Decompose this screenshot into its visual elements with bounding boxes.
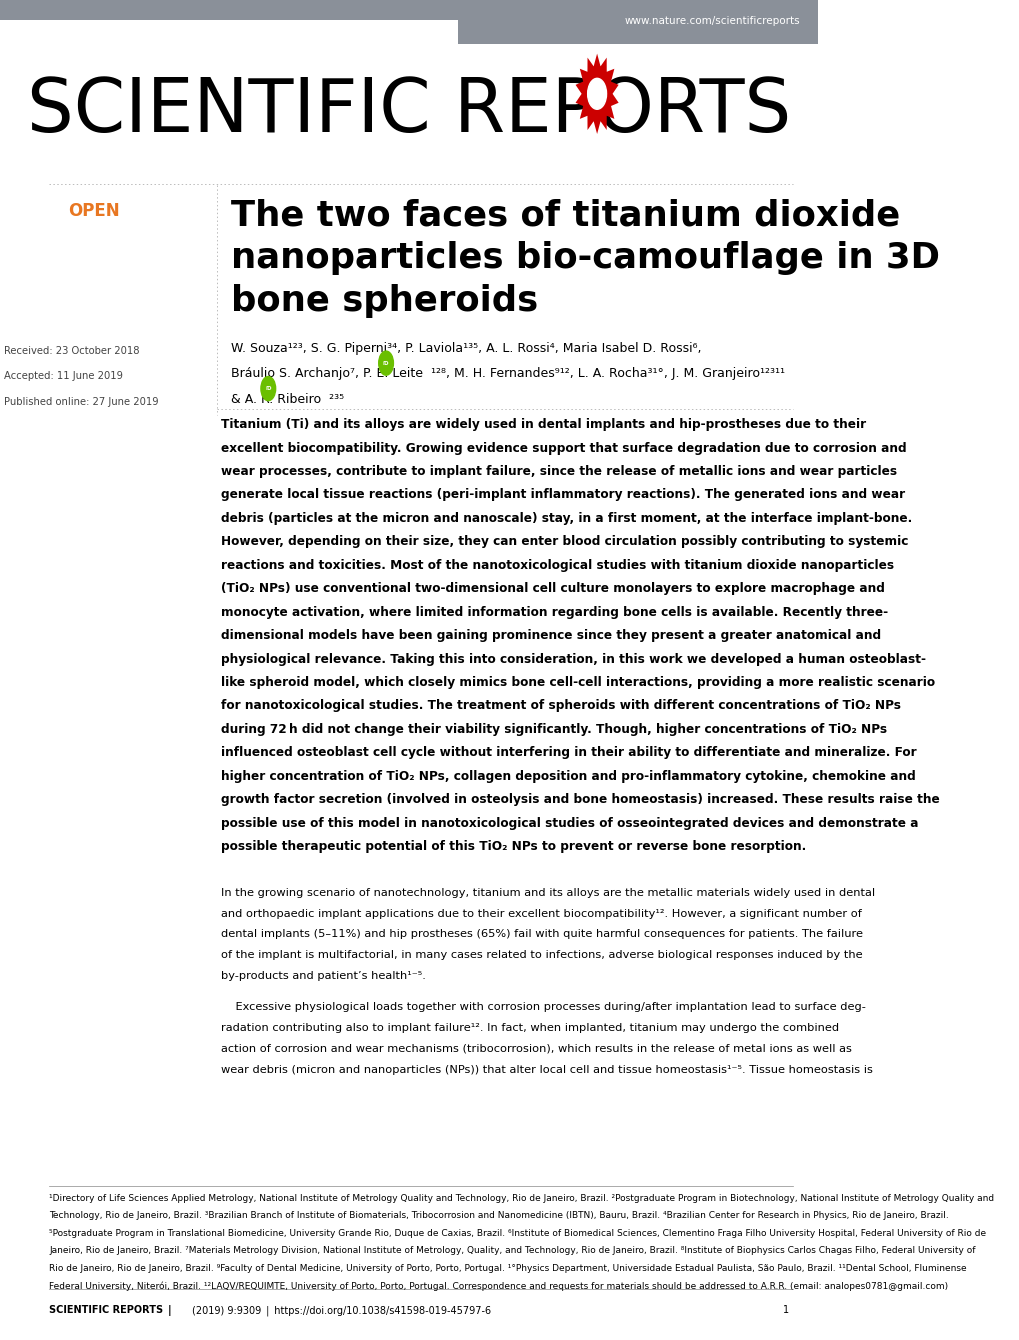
Text: W. Souza¹²³, S. G. Piperni³⁴, P. Laviola¹³⁵, A. L. Rossi⁴, Maria Isabel D. Rossi: W. Souza¹²³, S. G. Piperni³⁴, P. Laviola… xyxy=(230,342,700,355)
Text: ⁵Postgraduate Program in Translational Biomedicine, University Grande Rio, Duque: ⁵Postgraduate Program in Translational B… xyxy=(49,1229,985,1238)
Text: generate local tissue reactions (peri-implant inflammatory reactions). The gener: generate local tissue reactions (peri-im… xyxy=(221,489,904,501)
Text: possible therapeutic potential of this TiO₂ NPs to prevent or reverse bone resor: possible therapeutic potential of this T… xyxy=(221,840,805,854)
FancyBboxPatch shape xyxy=(0,0,817,44)
Text: wear processes, contribute to implant failure, since the release of metallic ion: wear processes, contribute to implant fa… xyxy=(221,465,896,478)
Text: higher concentration of TiO₂ NPs, collagen deposition and pro-inflammatory cytok: higher concentration of TiO₂ NPs, collag… xyxy=(221,770,915,783)
Text: Bráulio S. Archanjo⁷, P. E. Leite  ¹²⁸, M. H. Fernandes⁹¹², L. A. Rocha³¹°, J. M: Bráulio S. Archanjo⁷, P. E. Leite ¹²⁸, M… xyxy=(230,367,784,381)
Text: (TiO₂ NPs) use conventional two-dimensional cell culture monolayers to explore m: (TiO₂ NPs) use conventional two-dimensio… xyxy=(221,583,883,595)
Text: Technology, Rio de Janeiro, Brazil. ³Brazilian Branch of Institute of Biomateria: Technology, Rio de Janeiro, Brazil. ³Bra… xyxy=(49,1211,948,1221)
Text: Accepted: 11 June 2019: Accepted: 11 June 2019 xyxy=(4,371,123,381)
Text: ¹Directory of Life Sciences Applied Metrology, National Institute of Metrology Q: ¹Directory of Life Sciences Applied Metr… xyxy=(49,1194,994,1203)
Text: OPEN: OPEN xyxy=(68,202,120,220)
Text: In the growing scenario of nanotechnology, titanium and its alloys are the metal: In the growing scenario of nanotechnolog… xyxy=(221,888,874,898)
Polygon shape xyxy=(575,54,619,134)
Text: dental implants (5–11%) and hip prostheses (65%) fail with quite harmful consequ: dental implants (5–11%) and hip prosthes… xyxy=(221,930,862,939)
Circle shape xyxy=(378,351,393,375)
Text: SCIENTIFIC REPORTS |: SCIENTIFIC REPORTS | xyxy=(49,1305,176,1316)
Text: radation contributing also to implant failure¹². In fact, when implanted, titani: radation contributing also to implant fa… xyxy=(221,1024,839,1033)
Text: However, depending on their size, they can enter blood circulation possibly cont: However, depending on their size, they c… xyxy=(221,536,907,548)
Text: of the implant is multifactorial, in many cases related to infections, adverse b: of the implant is multifactorial, in man… xyxy=(221,950,862,959)
Text: wear debris (micron and nanoparticles (NPs)) that alter local cell and tissue ho: wear debris (micron and nanoparticles (N… xyxy=(221,1065,872,1075)
Text: influenced osteoblast cell cycle without interfering in their ability to differe: influenced osteoblast cell cycle without… xyxy=(221,746,916,760)
Text: iD: iD xyxy=(382,360,389,366)
Text: for nanotoxicological studies. The treatment of spheroids with different concent: for nanotoxicological studies. The treat… xyxy=(221,699,900,713)
Text: growth factor secretion (involved in osteolysis and bone homeostasis) increased.: growth factor secretion (involved in ost… xyxy=(221,793,938,807)
Text: & A. R. Ribeiro  ²³⁵: & A. R. Ribeiro ²³⁵ xyxy=(230,393,343,406)
Text: nanoparticles bio-camouflage in 3D: nanoparticles bio-camouflage in 3D xyxy=(230,241,938,275)
Text: Received: 23 October 2018: Received: 23 October 2018 xyxy=(4,346,140,355)
Text: dimensional models have been gaining prominence since they present a greater ana: dimensional models have been gaining pro… xyxy=(221,630,880,642)
Text: possible use of this model in nanotoxicological studies of osseointegrated devic: possible use of this model in nanotoxico… xyxy=(221,817,917,829)
Text: Federal University, Niterói, Brazil. ¹²LAQV/REQUIMTE, University of Porto, Porto: Federal University, Niterói, Brazil. ¹²L… xyxy=(49,1281,948,1290)
Text: reactions and toxicities. Most of the nanotoxicological studies with titanium di: reactions and toxicities. Most of the na… xyxy=(221,559,893,572)
Text: bone spheroids: bone spheroids xyxy=(230,284,537,318)
Text: monocyte activation, where limited information regarding bone cells is available: monocyte activation, where limited infor… xyxy=(221,606,888,619)
Text: iD: iD xyxy=(265,386,271,391)
Text: by-products and patient’s health¹⁻⁵.: by-products and patient’s health¹⁻⁵. xyxy=(221,972,425,981)
Text: like spheroid model, which closely mimics bone cell-cell interactions, providing: like spheroid model, which closely mimic… xyxy=(221,677,934,689)
Text: during 72 h did not change their viability significantly. Though, higher concent: during 72 h did not change their viabili… xyxy=(221,724,887,736)
Text: (2019) 9:9309 | https://doi.org/10.1038/s41598-019-45797-6: (2019) 9:9309 | https://doi.org/10.1038/… xyxy=(192,1305,491,1316)
Text: physiological relevance. Taking this into consideration, in this work we develop: physiological relevance. Taking this int… xyxy=(221,653,925,666)
Text: Excessive physiological loads together with corrosion processes during/after imp: Excessive physiological loads together w… xyxy=(221,1002,865,1012)
Text: SCIENTIFIC REPORTS: SCIENTIFIC REPORTS xyxy=(26,75,791,147)
FancyBboxPatch shape xyxy=(0,20,458,44)
Text: excellent biocompatibility. Growing evidence support that surface degradation du: excellent biocompatibility. Growing evid… xyxy=(221,442,906,454)
Text: debris (particles at the micron and nanoscale) stay, in a first moment, at the i: debris (particles at the micron and nano… xyxy=(221,512,911,525)
Text: www.nature.com/scientificreports: www.nature.com/scientificreports xyxy=(624,16,799,27)
Text: The two faces of titanium dioxide: The two faces of titanium dioxide xyxy=(230,198,899,232)
Text: Janeiro, Rio de Janeiro, Brazil. ⁷Materials Metrology Division, National Institu: Janeiro, Rio de Janeiro, Brazil. ⁷Materi… xyxy=(49,1246,974,1256)
Text: and orthopaedic implant applications due to their excellent biocompatibility¹². : and orthopaedic implant applications due… xyxy=(221,909,861,918)
Text: Titanium (Ti) and its alloys are widely used in dental implants and hip-prosthes: Titanium (Ti) and its alloys are widely … xyxy=(221,418,865,431)
Circle shape xyxy=(261,377,275,401)
Circle shape xyxy=(587,78,606,110)
Text: Published online: 27 June 2019: Published online: 27 June 2019 xyxy=(4,397,159,406)
Text: action of corrosion and wear mechanisms (tribocorrosion), which results in the r: action of corrosion and wear mechanisms … xyxy=(221,1044,851,1053)
Text: 1: 1 xyxy=(783,1305,789,1315)
Text: Rio de Janeiro, Rio de Janeiro, Brazil. ⁹Faculty of Dental Medicine, University : Rio de Janeiro, Rio de Janeiro, Brazil. … xyxy=(49,1264,966,1273)
